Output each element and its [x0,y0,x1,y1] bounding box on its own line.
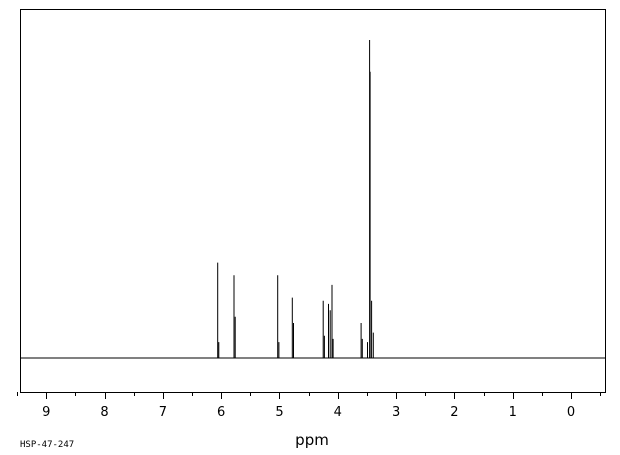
x-tick-label: 0 [567,405,575,420]
spectrum-code-label: HSP-47-247 [20,440,74,450]
x-tick-label: 4 [334,405,342,420]
x-tick-label: 6 [217,405,225,420]
x-tick-label: 7 [159,405,167,420]
spectrum-line [20,40,606,359]
x-tick-label: 9 [42,405,50,420]
x-tick-label: 5 [275,405,283,420]
x-axis-tick-labels: 9 8 7 6 5 4 3 2 1 0 [42,405,575,420]
x-tick-label: 3 [392,405,400,420]
x-axis-ticks [17,392,601,399]
x-tick-label: 1 [509,405,517,420]
plot-frame [20,9,606,393]
x-tick-label: 8 [100,405,108,420]
x-axis-title: ppm [295,431,329,449]
x-tick-label: 2 [450,405,458,420]
